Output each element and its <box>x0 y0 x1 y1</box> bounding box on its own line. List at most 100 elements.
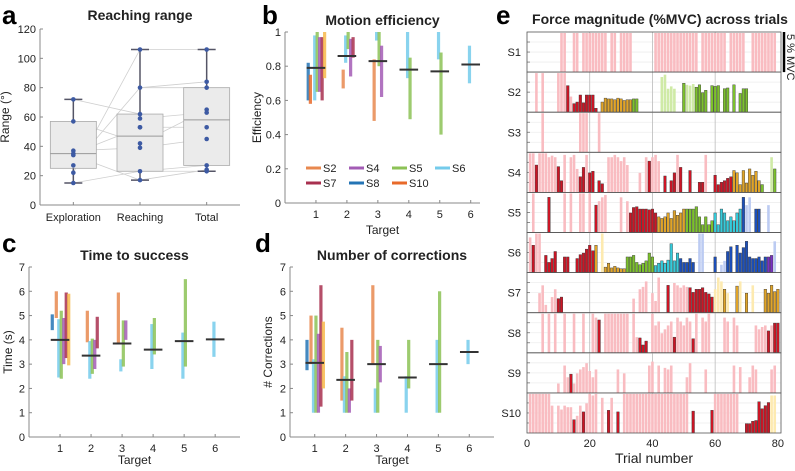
force-bar <box>691 292 695 313</box>
subject-row-S6: S6 <box>508 232 782 273</box>
force-bar <box>622 33 626 73</box>
force-bar <box>607 313 610 353</box>
force-bar <box>770 395 773 433</box>
data-point <box>71 119 76 124</box>
force-bar <box>572 33 576 73</box>
force-bar <box>591 33 595 73</box>
force-bar <box>594 204 598 233</box>
force-bar <box>581 167 585 193</box>
range-bar-S8 <box>50 314 54 331</box>
y-axis-label: # Corrections <box>261 316 275 387</box>
force-bar <box>685 286 689 313</box>
force-bar <box>751 174 755 193</box>
force-bar <box>616 97 620 113</box>
range-bar-S6 <box>88 341 92 379</box>
force-bar <box>741 88 745 113</box>
data-point <box>137 177 143 183</box>
force-bar <box>726 220 730 233</box>
force-bar <box>701 33 704 73</box>
data-point <box>71 152 76 158</box>
legend-label: S5 <box>409 163 422 175</box>
data-point <box>204 163 209 168</box>
force-bar <box>767 205 770 233</box>
panel-letter: d <box>255 228 271 258</box>
y-tick-label: 0 <box>275 198 281 210</box>
range-bar-S4 <box>349 38 353 77</box>
panel-letter: e <box>496 0 510 30</box>
force-bar <box>538 233 541 273</box>
force-bar <box>751 285 755 313</box>
force-bar <box>594 245 598 273</box>
force-bar <box>578 176 582 193</box>
force-bar <box>657 277 661 313</box>
force-bar <box>757 208 761 233</box>
data-point <box>204 136 209 142</box>
force-bar <box>657 393 661 433</box>
force-bar <box>619 33 623 73</box>
force-bar <box>654 154 657 193</box>
force-bar <box>685 84 689 113</box>
data-point <box>137 111 143 117</box>
force-bar <box>688 363 692 393</box>
force-bar <box>679 33 682 73</box>
force-bar <box>663 33 667 73</box>
force-bar <box>766 402 770 434</box>
force-bar <box>628 212 632 233</box>
force-bar <box>713 289 717 313</box>
force-bar <box>757 329 761 353</box>
force-bar <box>666 212 670 233</box>
force-bar <box>716 277 720 313</box>
force-bar <box>745 88 749 113</box>
force-bar <box>745 292 749 313</box>
force-bar <box>644 157 648 193</box>
force-bar <box>625 256 629 273</box>
force-bar <box>591 94 595 113</box>
legend-label: S8 <box>366 178 379 190</box>
force-bar <box>669 393 673 433</box>
x-tick-label: 3 <box>373 443 379 455</box>
force-bar <box>585 154 588 193</box>
force-bar <box>688 170 692 193</box>
force-bar <box>663 329 667 353</box>
subject-label: S6 <box>508 248 521 260</box>
force-bar <box>738 208 742 233</box>
force-bar <box>682 208 686 233</box>
range-bar-S5 <box>407 339 411 389</box>
force-bar <box>575 168 579 193</box>
force-bar <box>541 113 544 153</box>
force-bar <box>663 263 667 273</box>
range-bar-S5 <box>152 318 156 355</box>
force-bar <box>666 88 670 113</box>
force-bar <box>676 252 680 273</box>
y-tick-label: 0.2 <box>266 164 281 176</box>
panel-letter: c <box>2 228 16 258</box>
force-bar <box>723 317 726 353</box>
subject-link <box>139 81 207 89</box>
subject-row-S7: S7 <box>508 272 782 314</box>
range-bar-S7 <box>319 285 323 407</box>
force-bar <box>572 383 576 393</box>
force-bar <box>666 33 670 73</box>
force-bar <box>704 90 708 113</box>
force-bar <box>572 313 576 353</box>
y-tick-label: 0.8 <box>266 61 281 73</box>
x-axis-label: Target <box>375 453 409 467</box>
force-bar <box>588 371 592 393</box>
force-bar <box>641 344 645 354</box>
force-bar <box>557 73 560 113</box>
force-bar <box>713 33 717 73</box>
force-bar <box>738 184 742 193</box>
y-tick-label: 0.4 <box>266 130 281 142</box>
range-bar-S2 <box>54 291 58 318</box>
force-bar <box>531 153 535 193</box>
force-bar <box>538 153 541 193</box>
force-bar <box>591 250 595 273</box>
legend-label: S2 <box>323 163 336 175</box>
force-bar <box>745 241 749 273</box>
force-bar <box>563 193 566 233</box>
y-tick-label: 6 <box>280 286 286 298</box>
force-bar <box>685 262 689 273</box>
y-tick-label: 0 <box>19 432 25 444</box>
data-point <box>204 168 209 174</box>
force-bar <box>741 247 745 273</box>
